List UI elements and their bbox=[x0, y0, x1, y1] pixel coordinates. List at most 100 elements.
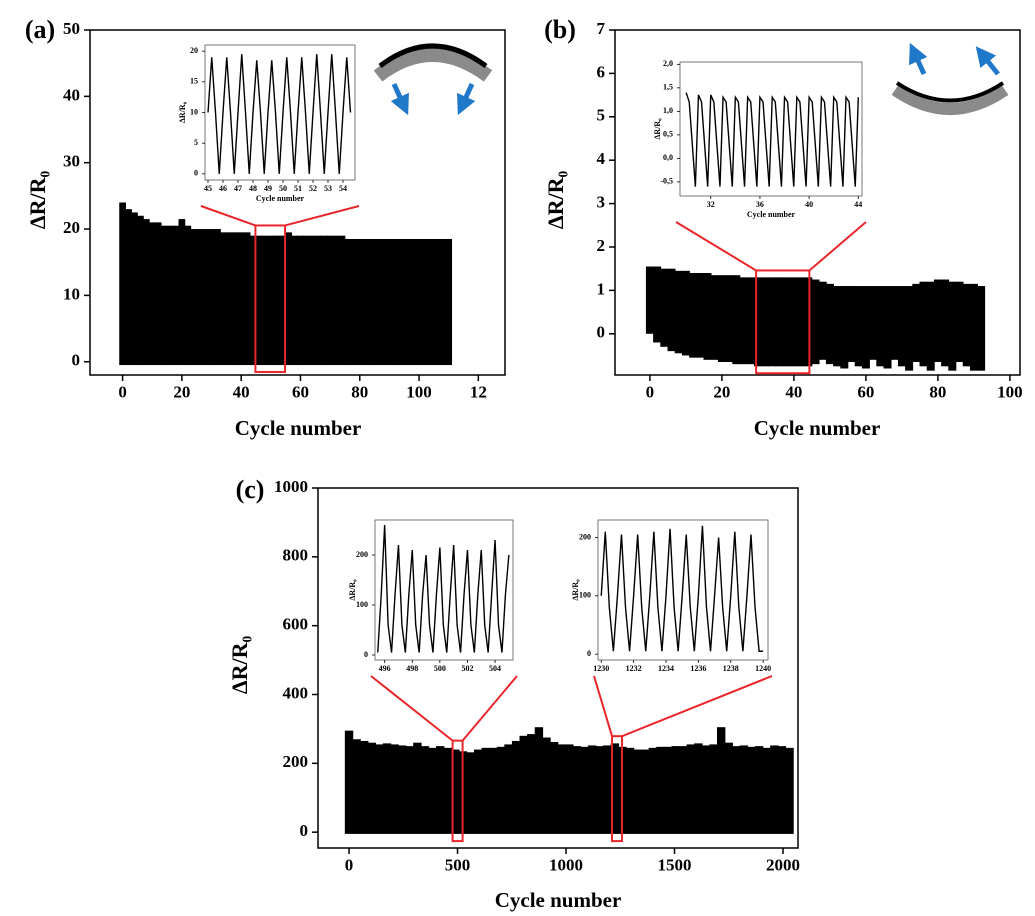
signal-band bbox=[303, 235, 310, 366]
zoom-box bbox=[254, 224, 287, 373]
y-tick-label: 20 bbox=[190, 46, 198, 55]
signal-band bbox=[905, 286, 914, 371]
signal-band bbox=[847, 286, 856, 362]
y-tick-label: 0 bbox=[597, 323, 606, 342]
x-tick-label: 504 bbox=[489, 664, 501, 673]
signal-band bbox=[782, 277, 791, 367]
signal-band bbox=[466, 752, 475, 834]
signal-band bbox=[732, 746, 741, 834]
y-tick-label: 10 bbox=[63, 284, 80, 303]
x-tick-label: 500 bbox=[445, 856, 471, 875]
x-tick-label: 1234 bbox=[658, 664, 674, 673]
y-tick-label: 2 bbox=[597, 236, 606, 255]
signal-band bbox=[273, 235, 281, 366]
signal-band bbox=[941, 279, 950, 367]
signal-band bbox=[653, 266, 662, 343]
x-tick-label: 1230 bbox=[593, 664, 609, 673]
signal-band bbox=[861, 286, 870, 369]
y-tick-label: 1,0 bbox=[663, 106, 673, 115]
signal-band bbox=[969, 283, 978, 371]
signal-band bbox=[717, 275, 726, 362]
signal-band bbox=[753, 277, 762, 367]
signal-band bbox=[380, 238, 387, 366]
signal-band bbox=[451, 749, 460, 834]
signal-band bbox=[603, 745, 612, 834]
signal-band bbox=[854, 286, 863, 367]
signal-band bbox=[580, 746, 589, 834]
signal-band bbox=[746, 277, 755, 365]
x-tick-label: 51 bbox=[294, 184, 302, 193]
signal-band bbox=[789, 277, 798, 367]
zoom-connector bbox=[370, 675, 454, 742]
x-axis-label: Cycle number bbox=[495, 888, 622, 912]
signal-band bbox=[679, 746, 688, 834]
signal-band bbox=[196, 229, 204, 366]
signal-band bbox=[420, 746, 430, 834]
y-tick-label: 200 bbox=[579, 532, 591, 541]
zoom-connector bbox=[675, 221, 757, 272]
x-tick-label: 80 bbox=[929, 383, 946, 402]
signal-band bbox=[489, 747, 498, 834]
plot-frame bbox=[317, 487, 799, 849]
x-tick-label: 100 bbox=[997, 383, 1023, 402]
signal-band bbox=[391, 238, 399, 366]
signal-band bbox=[496, 746, 506, 834]
x-tick-label: 502 bbox=[461, 664, 473, 673]
signal-band bbox=[368, 238, 375, 366]
x-tick-label: 60 bbox=[857, 383, 874, 402]
signal-band bbox=[739, 277, 748, 365]
signal-band bbox=[912, 283, 921, 362]
signal-band bbox=[710, 275, 719, 360]
signal-band bbox=[297, 235, 304, 366]
signal-band bbox=[443, 747, 452, 834]
plot-frame bbox=[679, 61, 863, 197]
signal-band bbox=[549, 741, 559, 834]
x-tick-label: 47 bbox=[234, 184, 242, 193]
signal-band bbox=[777, 746, 787, 834]
signal-band bbox=[421, 238, 429, 366]
y-tick-label: 0,5 bbox=[663, 130, 673, 139]
signal-band bbox=[818, 281, 827, 360]
signal-band bbox=[267, 235, 275, 366]
y-tick-label: 0 bbox=[194, 169, 198, 178]
x-tick-label: 46 bbox=[219, 184, 227, 193]
signal-band bbox=[338, 235, 346, 366]
signal-band bbox=[261, 235, 269, 366]
signal-band bbox=[352, 739, 361, 834]
signal-band bbox=[148, 222, 156, 366]
signal-band bbox=[840, 286, 849, 369]
signal-band bbox=[473, 749, 483, 834]
signal-band bbox=[962, 283, 971, 367]
inset-background bbox=[375, 520, 513, 660]
y-tick-label: 1,5 bbox=[663, 83, 673, 92]
y-tick-label: 400 bbox=[283, 683, 309, 702]
y-tick-label: 4 bbox=[597, 149, 606, 168]
signal-band bbox=[427, 238, 435, 366]
y-tick-label: 7 bbox=[597, 19, 606, 38]
signal-band bbox=[890, 286, 899, 360]
signal-band bbox=[625, 747, 635, 834]
signal-band bbox=[747, 746, 756, 834]
y-tick-label: 15 bbox=[190, 77, 198, 86]
signal-band bbox=[445, 238, 453, 366]
signal-band bbox=[362, 238, 370, 366]
signal-band bbox=[344, 730, 354, 834]
x-tick-label: 496 bbox=[379, 664, 391, 673]
zoom-connector bbox=[461, 675, 518, 742]
signal-band bbox=[701, 745, 711, 834]
plot-frame bbox=[597, 519, 769, 661]
y-tick-label: -0,5 bbox=[660, 177, 673, 186]
x-tick-label: 12 bbox=[470, 383, 487, 402]
signal-band bbox=[142, 219, 150, 366]
zoom-connector bbox=[808, 221, 867, 272]
signal-band bbox=[519, 735, 528, 834]
signal-band bbox=[356, 238, 364, 366]
signal-band bbox=[166, 225, 174, 366]
signal-band bbox=[610, 743, 620, 834]
y-tick-label: 5 bbox=[194, 138, 198, 147]
signal-band bbox=[397, 745, 407, 834]
signal-band bbox=[833, 286, 842, 367]
signal-band bbox=[415, 238, 423, 366]
signal-band bbox=[534, 727, 544, 834]
